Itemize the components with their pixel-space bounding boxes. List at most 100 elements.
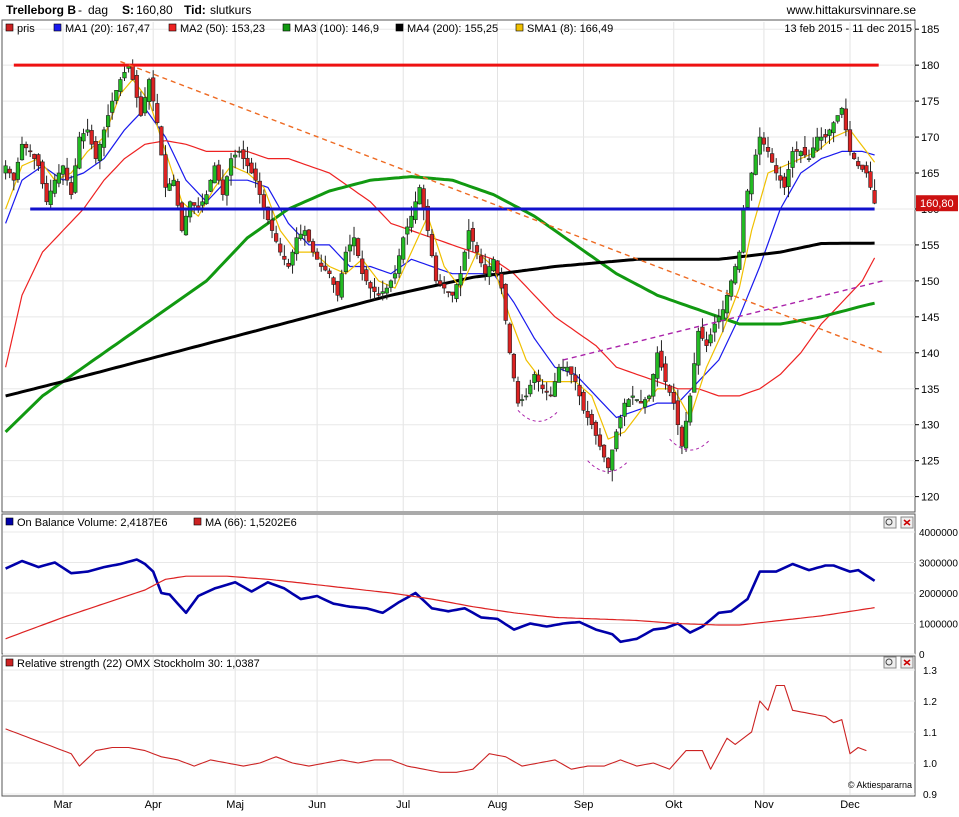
month-label: Apr (145, 799, 162, 811)
price-tick-label: 155 (921, 240, 939, 252)
price-tick-label: 165 (921, 168, 939, 180)
candle-body (339, 273, 344, 298)
price-tick-label: 185 (921, 24, 939, 36)
candle-body (69, 182, 74, 195)
candle-body (372, 286, 377, 292)
candle-body (397, 255, 402, 274)
candle-body (118, 79, 123, 92)
candle-body (64, 167, 70, 181)
rs-tick-label: 1.0 (923, 759, 937, 770)
candle-body (663, 363, 668, 382)
candle-body (114, 90, 119, 101)
candle-body (192, 202, 197, 206)
candle-body (786, 169, 791, 188)
candle-body (319, 262, 324, 267)
legend-swatch (282, 23, 291, 32)
rs-legend-swatch (5, 658, 14, 667)
zoom-icon[interactable] (885, 658, 893, 666)
candle-body (753, 154, 758, 175)
candle-body (3, 165, 8, 174)
month-label: Maj (226, 799, 244, 811)
candle-body (827, 129, 832, 136)
last-price-badge-text: 160,80 (920, 198, 954, 210)
month-label: Okt (665, 799, 682, 811)
candle-body (712, 323, 717, 333)
candle-body (671, 392, 676, 404)
candle-body (749, 172, 754, 195)
ma-line-sma1 (5, 78, 876, 440)
candle-body (392, 273, 398, 279)
candle-body (442, 283, 447, 289)
pattern-arc (517, 409, 560, 422)
candle-body (819, 136, 824, 141)
candle-body (261, 194, 266, 210)
month-label: Sep (574, 799, 594, 811)
uptrend-line (562, 280, 883, 361)
rs-tick-label: 1.2 (923, 697, 937, 708)
candle-body (286, 263, 291, 267)
price-tick-label: 145 (921, 312, 939, 324)
price-panel (1, 19, 916, 513)
candle-body (696, 330, 701, 366)
candle-body (782, 176, 787, 188)
candle-body (327, 270, 332, 274)
close-icon[interactable] (903, 659, 911, 666)
obv-panel (1, 513, 916, 655)
candle-body (630, 395, 635, 398)
candle-body (364, 269, 369, 282)
candle-body (638, 401, 644, 404)
obv-legend-swatch (5, 517, 14, 526)
month-label: Dec (840, 799, 860, 811)
pattern-arc (587, 460, 630, 473)
candle-body (597, 434, 603, 447)
candle-body (851, 152, 857, 159)
candle-body (179, 202, 184, 231)
candle-body (745, 190, 750, 208)
candle-body (183, 215, 189, 236)
candle-body (610, 449, 615, 471)
candle-body (585, 411, 590, 418)
zoom-icon[interactable] (883, 656, 897, 669)
price-tick-label: 135 (921, 384, 939, 396)
candle-body (19, 143, 25, 161)
candle-body (716, 316, 721, 323)
candle-body (163, 154, 168, 188)
candle-body (405, 226, 410, 235)
close-icon[interactable] (903, 519, 911, 526)
candle-body (302, 230, 307, 236)
candle-body (97, 143, 102, 161)
last-price-badge (916, 195, 958, 212)
candle-body (433, 255, 439, 282)
price-tick-label: 120 (921, 492, 939, 504)
obv-legend-label: On Balance Volume: 2,4187E6 (17, 517, 167, 529)
zoom-icon[interactable] (883, 516, 897, 529)
price-tick-label: 150 (921, 276, 939, 288)
candle-body (134, 74, 139, 98)
candle-body (278, 243, 283, 253)
candle-body (720, 309, 726, 322)
candle-body (462, 251, 467, 271)
ma-line-ma3 (4, 175, 875, 433)
candle-body (401, 237, 406, 260)
candle-body (556, 366, 562, 383)
candle-body (77, 136, 82, 169)
candle-body (28, 150, 33, 153)
candle-body (216, 164, 221, 181)
ma-line-ma2 (5, 140, 876, 397)
price-tick-label: 175 (921, 96, 939, 108)
zoom-icon[interactable] (885, 518, 893, 526)
candle-body (208, 179, 213, 192)
candle-body (487, 266, 492, 278)
candle-body (569, 366, 574, 375)
candle-body (642, 399, 648, 408)
candle-body (384, 287, 389, 294)
candle-body (212, 165, 217, 184)
candle-body (294, 237, 299, 255)
downtrend-line (120, 60, 884, 354)
price-tick-label: 170 (921, 132, 939, 144)
candle-body (347, 244, 353, 252)
legend-label: pris (17, 23, 35, 35)
obv-tick-label: 0 (919, 650, 925, 661)
candle-body (659, 350, 664, 368)
legend-label: MA2 (50): 153,23 (180, 23, 265, 35)
